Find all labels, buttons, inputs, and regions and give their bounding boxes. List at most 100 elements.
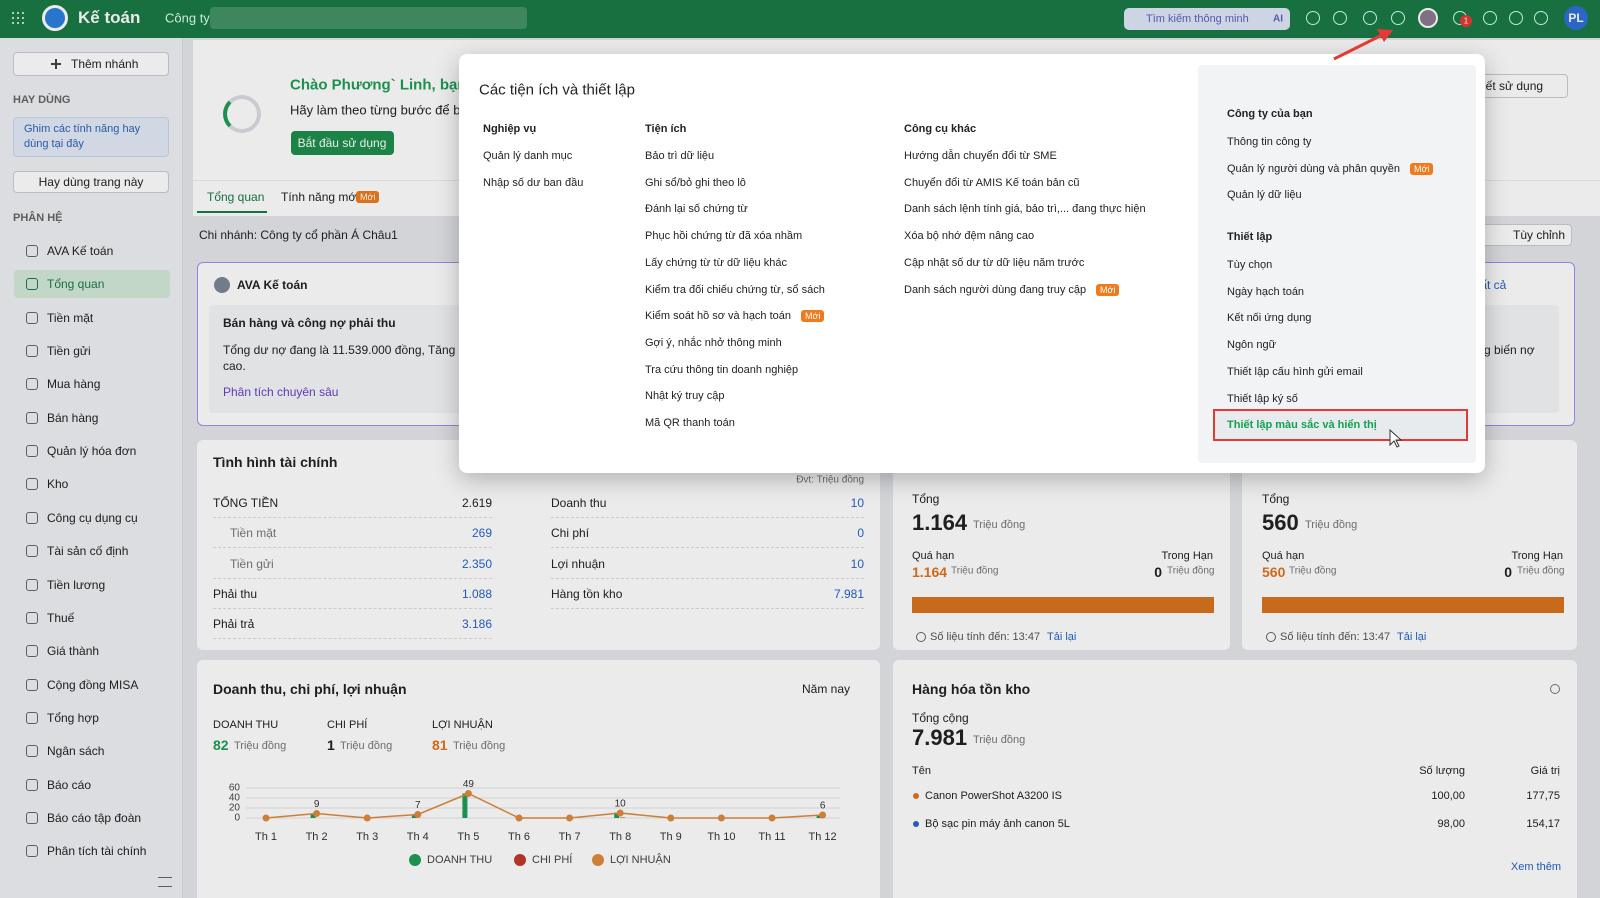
setting-item[interactable]: Thiết lập màu sắc và hiển thị bbox=[1227, 419, 1377, 432]
start-button[interactable] bbox=[291, 131, 394, 155]
module-item[interactable]: Bán hàng bbox=[47, 410, 99, 425]
setting-item[interactable]: Ngày hạch toán bbox=[1227, 285, 1305, 298]
module-item[interactable]: Tiền mặt bbox=[47, 310, 94, 325]
add-branch-button[interactable] bbox=[13, 52, 169, 76]
module-item[interactable]: Thuế bbox=[47, 610, 75, 625]
menu-item[interactable]: Ghi sổ/bỏ ghi theo lô bbox=[645, 176, 746, 189]
menu-item[interactable]: Cập nhật số dư từ dữ liệu năm trước bbox=[904, 256, 1085, 269]
module-item[interactable]: Báo cáo tập đoàn bbox=[47, 810, 142, 825]
ava-link[interactable]: Phân tích chuyên sâu bbox=[223, 385, 339, 399]
menu-item[interactable]: Đánh lại số chứng từ bbox=[645, 203, 748, 216]
module-item[interactable]: AVA Kế toán bbox=[47, 244, 114, 258]
module-icon bbox=[26, 778, 38, 791]
module-item[interactable]: Tiền lương bbox=[47, 577, 106, 592]
search-ai: AI bbox=[1273, 13, 1283, 25]
favorites-button[interactable] bbox=[13, 171, 169, 193]
menu-item[interactable]: Danh sách người dùng đang truy cập bbox=[904, 283, 1087, 296]
data-label: 9 bbox=[314, 799, 320, 810]
menu-item[interactable]: Xóa bộ nhớ đệm nâng cao bbox=[904, 230, 1035, 243]
module-item[interactable]: Kho bbox=[47, 477, 69, 492]
unit: Triệu đồng bbox=[973, 734, 1026, 746]
menu-item[interactable]: Lấy chứng từ từ dữ liệu khác bbox=[645, 256, 787, 269]
debt-total: 560 bbox=[1262, 510, 1299, 535]
setting-item[interactable]: Thông tin công ty bbox=[1227, 136, 1312, 148]
menu-item[interactable]: Kiểm tra đối chiếu chứng từ, sổ sách bbox=[645, 283, 825, 296]
setting-item[interactable]: Quản lý người dùng và phân quyền bbox=[1227, 162, 1400, 175]
line bbox=[265, 792, 823, 819]
setting-item[interactable]: Ngôn ngữ bbox=[1227, 339, 1276, 352]
menu-item[interactable]: Mã QR thanh toán bbox=[645, 417, 735, 429]
menu-item[interactable]: Bảo trì dữ liệu bbox=[645, 150, 715, 162]
setting-item[interactable]: Thiết lập ký số bbox=[1227, 392, 1298, 405]
menu-item[interactable]: Nhập số dư ban đầu bbox=[483, 176, 584, 189]
module-item[interactable]: Báo cáo bbox=[47, 777, 92, 792]
tab[interactable]: Tổng quan bbox=[207, 190, 265, 204]
guide-button-label: iết sử dụng bbox=[1483, 79, 1544, 93]
menu-item[interactable]: Quản lý danh mục bbox=[483, 150, 573, 162]
module-item[interactable]: Mua hàng bbox=[47, 377, 101, 392]
header-icon bbox=[1534, 11, 1548, 25]
menu-item[interactable]: Phục hồi chứng từ đã xóa nhầm bbox=[645, 230, 803, 243]
header-icon bbox=[1306, 11, 1320, 25]
see-more-link[interactable]: Xem thêm bbox=[1510, 861, 1561, 873]
user-avatar-small bbox=[1418, 8, 1438, 28]
finance-label: Hàng tồn kho bbox=[551, 586, 623, 601]
finance-value: 1.088 bbox=[461, 586, 492, 601]
header-icon bbox=[1483, 11, 1497, 25]
period-selector[interactable]: Năm nay bbox=[802, 682, 851, 696]
menu-item[interactable]: Gợi ý, nhắc nhở thông minh bbox=[645, 336, 782, 349]
module-item[interactable]: Phân tích tài chính bbox=[47, 844, 147, 859]
line-point bbox=[667, 814, 675, 822]
setting-item[interactable]: Thiết lập cấu hình gửi email bbox=[1227, 365, 1363, 378]
module-icon bbox=[26, 311, 38, 324]
instruction: Hãy làm theo từng bước để b bbox=[290, 102, 461, 118]
item-bullet bbox=[913, 820, 919, 827]
app-grid-dot bbox=[16, 11, 20, 15]
finance-label: Lợi nhuận bbox=[551, 556, 605, 571]
tab-underline bbox=[197, 211, 267, 213]
add-branch-label: Thêm nhánh bbox=[71, 57, 139, 71]
module-item[interactable]: Tổng quan bbox=[47, 277, 105, 292]
module-item[interactable]: Tài sản cố định bbox=[47, 544, 129, 559]
item-value: 154,17 bbox=[1526, 817, 1560, 830]
ava-title: AVA Kế toán bbox=[237, 278, 308, 292]
module-item[interactable]: Ngân sách bbox=[47, 744, 105, 759]
customize-label: Tùy chỉnh bbox=[1513, 228, 1566, 242]
menu-item[interactable]: Nhật ký truy cập bbox=[645, 390, 725, 403]
menu-item[interactable]: Hướng dẫn chuyển đổi từ SME bbox=[904, 150, 1057, 162]
branch-selector[interactable]: Chi nhánh: Công ty cổ phần Á Châu1 bbox=[199, 228, 398, 242]
line-point bbox=[819, 811, 827, 819]
module-item[interactable]: Giá thành bbox=[47, 644, 100, 659]
menu-item[interactable]: Danh sách lệnh tính giá, bảo trì,... đan… bbox=[904, 203, 1146, 216]
legend-label: LỢI NHUẬN bbox=[610, 853, 671, 866]
menu-item[interactable]: Tra cứu thông tin doanh nghiệp bbox=[645, 363, 799, 376]
module-item[interactable]: Cộng đồng MISA bbox=[47, 677, 139, 692]
column-heading: Công cụ khác bbox=[904, 123, 977, 135]
module-item[interactable]: Quản lý hóa đơn bbox=[47, 444, 137, 459]
unit: Triệu đồng bbox=[340, 740, 393, 752]
setting-item[interactable]: Quản lý dữ liệu bbox=[1227, 189, 1302, 202]
modules-title: PHÂN HỆ bbox=[13, 212, 63, 224]
module-item[interactable]: Tiền gửi bbox=[47, 344, 91, 359]
menu-item[interactable]: Kiểm soát hồ sơ và hạch toán bbox=[645, 310, 792, 323]
search-box[interactable] bbox=[1124, 8, 1290, 30]
setting-item[interactable]: Kết nối ứng dụng bbox=[1227, 312, 1312, 325]
menu-item[interactable]: Chuyển đổi từ AMIS Kế toán bản cũ bbox=[904, 176, 1080, 189]
reload-link[interactable]: Tải lại bbox=[1397, 631, 1427, 643]
row-separator bbox=[551, 577, 864, 579]
setting-item[interactable]: Tùy chọn bbox=[1227, 259, 1273, 271]
unit-note: Đvt: Triệu đồng bbox=[796, 474, 864, 486]
inventory-total-label: Tổng cộng bbox=[912, 711, 969, 725]
bar bbox=[411, 814, 417, 818]
reload-link[interactable]: Tải lại bbox=[1047, 631, 1077, 643]
module-icon bbox=[26, 845, 38, 858]
x-tick-label: Th 6 bbox=[508, 831, 530, 843]
module-item[interactable]: Công cụ dụng cụ bbox=[47, 510, 138, 525]
item-value: 177,75 bbox=[1526, 790, 1560, 802]
item-bullet bbox=[913, 793, 919, 799]
overdue-value: 560 bbox=[1262, 564, 1286, 580]
finance-value: 7.981 bbox=[833, 586, 864, 601]
tab[interactable]: Tính năng mới bbox=[281, 190, 359, 204]
x-tick-label: Th 2 bbox=[306, 831, 328, 843]
module-item[interactable]: Tổng hợp bbox=[47, 710, 99, 725]
